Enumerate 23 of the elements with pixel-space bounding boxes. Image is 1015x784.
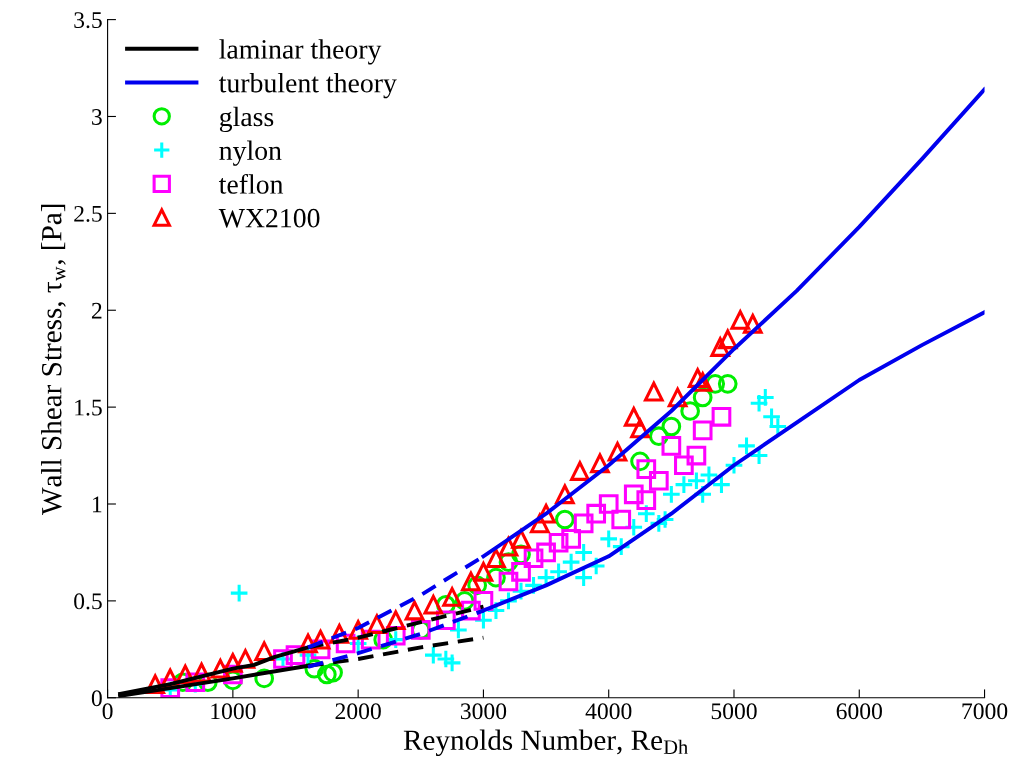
y-axis-title: Wall Shear Stress, τ$_{w}$, [Pa] bbox=[41, 204, 66, 515]
x-tick-label: 4000 bbox=[585, 703, 632, 720]
legend-label: turbulent theory bbox=[218, 72, 397, 99]
legend-label: teflon bbox=[218, 174, 284, 194]
legend-label: laminar theory bbox=[219, 39, 382, 65]
legend-label: WX2100 bbox=[218, 208, 320, 228]
y-tick-label: 0 bbox=[91, 690, 102, 707]
x-tick-label: 6000 bbox=[836, 703, 882, 720]
legend-label: glass bbox=[219, 106, 274, 133]
x-tick-label: 2000 bbox=[335, 703, 381, 720]
y-tick-label: 3 bbox=[92, 109, 102, 125]
legend-label: nylon bbox=[219, 140, 282, 166]
y-tick-label: 3.5 bbox=[74, 12, 102, 29]
x-tick-label: 5000 bbox=[711, 703, 757, 720]
y-tick-label: 1 bbox=[93, 496, 102, 513]
y-tick-label: 2 bbox=[91, 302, 102, 319]
x-tick-label: 7000 bbox=[962, 703, 1008, 720]
x-tick-label: 1000 bbox=[211, 703, 256, 720]
y-tick-label: 2.5 bbox=[74, 205, 102, 222]
x-axis-title: Reynolds Number, Re$_{Dh}$ bbox=[403, 729, 688, 757]
x-tick-label: 3000 bbox=[460, 703, 507, 720]
y-tick-label: 0.5 bbox=[74, 593, 102, 610]
y-tick-label: 1.5 bbox=[75, 399, 102, 416]
